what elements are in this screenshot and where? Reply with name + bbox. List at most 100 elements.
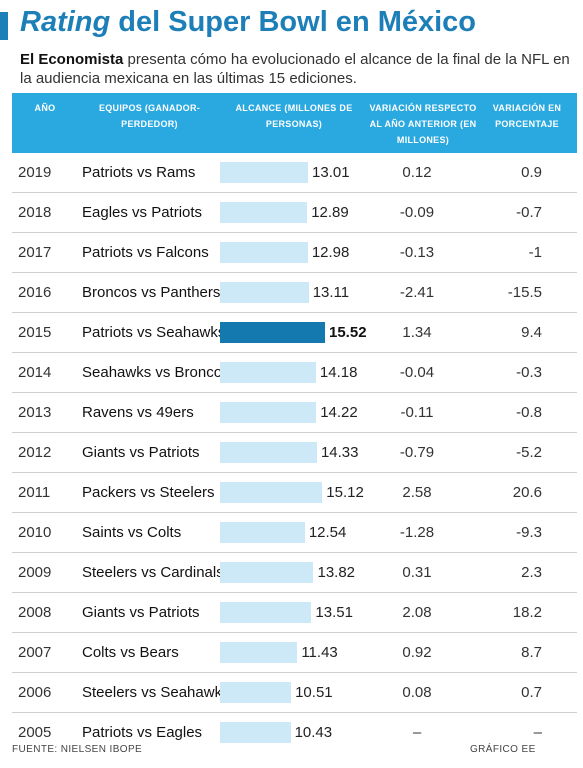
table-row: 2017 Patriots vs Falcons 12.98 -0.13 -1 xyxy=(12,233,577,273)
title-italic: Rating xyxy=(20,6,111,38)
row-teams: Giants vs Patriots xyxy=(82,604,200,621)
row-year: 2016 xyxy=(18,284,52,301)
row-variation: 0.31 xyxy=(402,564,432,581)
table-row: 2010 Saints vs Colts 12.54 -1.28 -9.3 xyxy=(12,513,577,553)
row-pct: 18.2 xyxy=(512,604,542,621)
header-pct: VARIACIÓN EN PORCENTAJE xyxy=(492,103,562,129)
table-row: 2009 Steelers vs Cardinals 13.82 0.31 2.3 xyxy=(12,553,577,593)
row-teams: Steelers vs Seahawks xyxy=(82,684,230,701)
reach-bar xyxy=(220,242,308,263)
row-year: 2008 xyxy=(18,604,52,621)
row-year: 2006 xyxy=(18,684,52,701)
row-year: 2018 xyxy=(18,204,52,221)
row-variation: 1.34 xyxy=(402,324,432,341)
header-year: AÑO xyxy=(34,103,56,113)
table-row: 2012 Giants vs Patriots 14.33 -0.79 -5.2 xyxy=(12,433,577,473)
row-pct: -0.7 xyxy=(516,204,542,221)
row-pct: -5.2 xyxy=(516,444,542,461)
table-row: 2011 Packers vs Steelers 15.12 2.58 20.6 xyxy=(12,473,577,513)
row-teams: Patriots vs Rams xyxy=(82,164,196,181)
table-row: 2015 Patriots vs Seahawks 15.52 1.34 9.4 xyxy=(12,313,577,353)
row-variation: 0.12 xyxy=(402,164,432,181)
row-variation: -0.79 xyxy=(399,444,435,461)
reach-bar xyxy=(220,642,298,663)
row-pct: -15.5 xyxy=(507,284,542,301)
reach-bar xyxy=(220,322,325,343)
row-teams: Patriots vs Falcons xyxy=(82,244,209,261)
row-variation: – xyxy=(412,724,422,741)
row-teams: Saints vs Colts xyxy=(82,524,182,541)
reach-bar xyxy=(220,682,292,703)
subtitle-source: El Economista xyxy=(20,51,124,68)
reach-bar xyxy=(220,402,317,423)
row-teams: Steelers vs Cardinals xyxy=(82,564,224,581)
reach-bar xyxy=(220,442,317,463)
header-teams: EQUIPOS (GANADOR-PERDEDOR) xyxy=(98,103,201,129)
row-variation: 0.08 xyxy=(402,684,432,701)
row-pct: -0.3 xyxy=(516,364,542,381)
reach-bar xyxy=(220,162,309,183)
table-row: 2007 Colts vs Bears 11.43 0.92 8.7 xyxy=(12,633,577,673)
row-pct: -9.3 xyxy=(516,524,542,541)
footer-source: FUENTE: NIELSEN IBOPE xyxy=(12,744,143,755)
table-row: 2018 Eagles vs Patriots 12.89 -0.09 -0.7 xyxy=(12,193,577,233)
reach-value-label: 14.18 xyxy=(319,364,358,381)
row-pct: 0.7 xyxy=(521,684,542,701)
reach-value-label: 13.11 xyxy=(312,284,350,301)
table-row: 2014 Seahawks vs Broncos 14.18 -0.04 -0.3 xyxy=(12,353,577,393)
table-row: 2008 Giants vs Patriots 13.51 2.08 18.2 xyxy=(12,593,577,633)
reach-value-label: 10.51 xyxy=(295,684,333,701)
row-variation: 2.58 xyxy=(402,484,432,501)
row-teams: Broncos vs Panthers xyxy=(82,284,221,301)
row-teams: Packers vs Steelers xyxy=(82,484,215,501)
row-year: 2009 xyxy=(18,564,52,581)
row-pct: -0.8 xyxy=(516,404,542,421)
reach-value-label: 15.52 xyxy=(329,324,367,341)
row-year: 2005 xyxy=(18,724,52,741)
title-accent-bar xyxy=(0,12,8,40)
row-pct: -1 xyxy=(528,244,542,261)
row-variation: -0.11 xyxy=(400,404,434,421)
row-pct: 8.7 xyxy=(521,644,542,661)
header-reach: ALCANCE (MILLONES DE PERSONAS) xyxy=(235,103,353,129)
table-row: 2019 Patriots vs Rams 13.01 0.12 0.9 xyxy=(12,153,577,193)
reach-value-label: 10.43 xyxy=(294,724,333,741)
row-teams: Eagles vs Patriots xyxy=(82,204,203,221)
reach-value-label: 14.22 xyxy=(320,404,358,421)
page-subtitle: El Economista presenta cómo ha evolucion… xyxy=(20,50,575,88)
row-pct: 20.6 xyxy=(512,484,542,501)
reach-bar xyxy=(220,482,323,503)
reach-bar xyxy=(220,202,308,223)
table-row: 2016 Broncos vs Panthers 13.11 -2.41 -15.5 xyxy=(12,273,577,313)
table-header: AÑO EQUIPOS (GANADOR-PERDEDOR) ALCANCE (… xyxy=(12,93,577,153)
reach-value-label: 14.33 xyxy=(320,444,359,461)
table-body: 2019 Patriots vs Rams 13.01 0.12 0.9 2018 Eagl… xyxy=(12,153,577,752)
reach-value-label: 11.43 xyxy=(301,644,338,661)
header-variation: VARIACIÓN RESPECTO AL AÑO ANTERIOR (EN M… xyxy=(369,103,477,145)
reach-value-label: 12.54 xyxy=(308,524,347,541)
footer-credit: GRÁFICO EE xyxy=(470,744,536,755)
row-year: 2017 xyxy=(18,244,52,261)
row-pct: 0.9 xyxy=(521,164,542,181)
row-year: 2019 xyxy=(18,164,52,181)
reach-value-label: 12.89 xyxy=(311,204,349,221)
row-variation: -0.09 xyxy=(399,204,435,221)
row-variation: 0.92 xyxy=(402,644,432,661)
row-variation: -2.41 xyxy=(399,284,435,301)
row-teams: Seahawks vs Broncos xyxy=(82,364,230,381)
page-title: Rating del Super Bowl en México xyxy=(20,6,476,39)
row-variation: 2.08 xyxy=(402,604,432,621)
row-variation: -0.04 xyxy=(399,364,435,381)
row-year: 2014 xyxy=(18,364,52,381)
table-row: 2005 Patriots vs Eagles 10.43 – – xyxy=(12,713,577,752)
row-year: 2011 xyxy=(18,484,51,501)
reach-value-label: 12.98 xyxy=(311,244,350,261)
reach-bar xyxy=(220,602,312,623)
row-teams: Patriots vs Eagles xyxy=(82,724,203,741)
table-row: 2006 Steelers vs Seahawks 10.51 0.08 0.7 xyxy=(12,673,577,713)
reach-bar xyxy=(220,282,309,303)
row-teams: Giants vs Patriots xyxy=(82,444,200,461)
row-year: 2015 xyxy=(18,324,52,341)
title-rest: del Super Bowl en México xyxy=(118,6,477,38)
row-teams: Ravens vs 49ers xyxy=(82,404,194,421)
